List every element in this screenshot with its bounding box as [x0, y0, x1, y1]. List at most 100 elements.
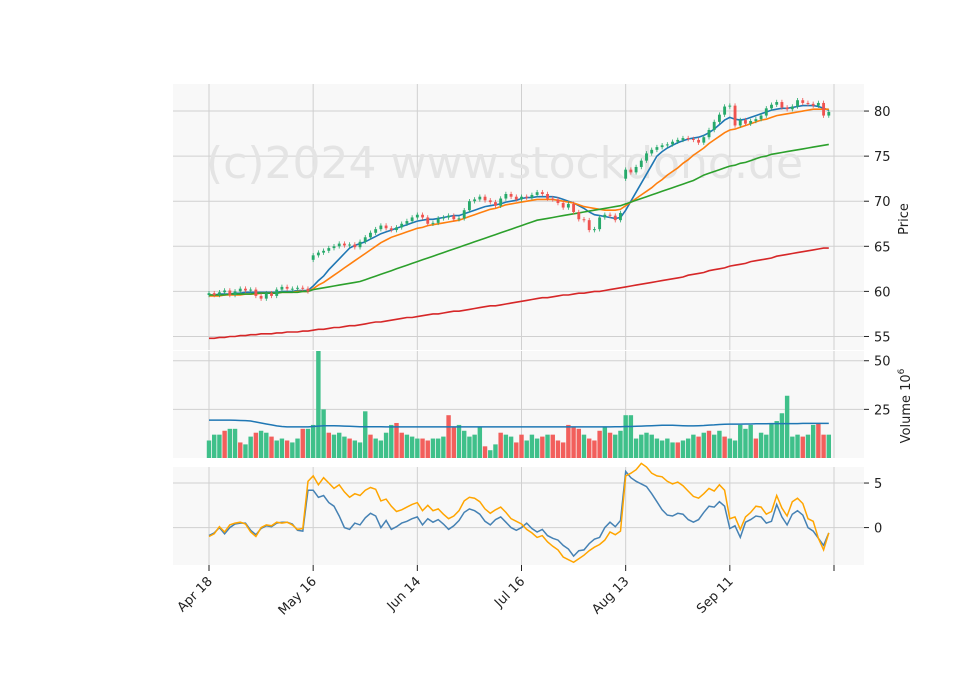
candle-body [676, 139, 680, 142]
candle-body [551, 198, 555, 200]
candle-body [342, 243, 346, 246]
volume-bar [784, 395, 790, 458]
candle-body [540, 192, 544, 195]
candle-body [686, 138, 690, 140]
candle-body [316, 252, 320, 256]
volume-bar [618, 430, 623, 458]
volume-bar [706, 430, 712, 458]
candle-body [483, 196, 487, 201]
price-panel [173, 84, 864, 350]
candle-body [665, 144, 669, 146]
volume-bar [696, 436, 701, 458]
volume-bar [810, 424, 816, 458]
candle-body [400, 223, 404, 228]
candle-body [259, 295, 263, 299]
volume-bar [743, 428, 748, 458]
volume-bar [243, 444, 248, 458]
volume-bar [534, 438, 540, 458]
volume-bar [357, 442, 363, 458]
candle-body [379, 225, 383, 230]
volume-bar [420, 438, 425, 458]
candle-body [441, 217, 445, 219]
candle-body [296, 287, 299, 289]
volume-bar [399, 432, 404, 458]
candle-body [327, 248, 331, 251]
candle-body [598, 217, 602, 230]
volume-bar [717, 430, 722, 458]
candle-body [504, 194, 508, 199]
volume-bar [748, 424, 753, 458]
candle-body [660, 145, 664, 148]
volume-bar [764, 434, 769, 458]
candle-body [775, 102, 779, 105]
volume-bar [826, 434, 832, 458]
volume-bar [269, 436, 274, 458]
volume-bar [649, 434, 654, 458]
candle-body [639, 160, 643, 167]
volume-bar [264, 432, 269, 458]
candle-body [514, 196, 518, 200]
volume-bar [441, 436, 446, 458]
candle-body [697, 139, 701, 143]
volume-bar [295, 438, 300, 458]
candle-body [337, 243, 341, 247]
candle-body [535, 192, 539, 195]
volume-bar [795, 434, 800, 458]
candle-body [285, 286, 289, 289]
volume-bar [446, 415, 451, 458]
y-tick-label: 0 [874, 522, 882, 537]
volume-bar [779, 413, 785, 458]
candle-body [645, 153, 648, 161]
volume-bar [389, 424, 394, 458]
volume-bar [217, 434, 222, 458]
indicator-panel [173, 467, 864, 565]
volume-bar [722, 436, 727, 458]
candle-body [275, 289, 279, 296]
volume-bar [738, 424, 743, 458]
volume-bar [451, 426, 457, 458]
volume-bar [493, 444, 498, 458]
volume-bar [456, 424, 462, 458]
volume-bar [425, 440, 430, 458]
candle-body [572, 203, 576, 213]
volume-bar [514, 442, 519, 458]
volume-bar [623, 415, 628, 458]
volume-bar [654, 438, 660, 458]
volume-bar [592, 440, 597, 458]
candle-body [827, 111, 831, 116]
volume-bar [300, 428, 305, 458]
volume-bar [321, 409, 326, 458]
candle-body [426, 217, 430, 224]
volume-bar [467, 436, 472, 458]
volume-bar [753, 438, 759, 458]
volume-bar [790, 436, 795, 458]
volume-bar [383, 432, 389, 458]
candle-body [608, 214, 612, 216]
candle-body [280, 286, 284, 290]
volume-bar [378, 440, 384, 458]
volume-bar [545, 434, 550, 458]
candle-body [801, 100, 805, 103]
candle-body [780, 102, 784, 108]
candle-body [348, 244, 352, 246]
candle-body [546, 194, 549, 199]
candle-body [478, 196, 482, 200]
volume-bar [482, 446, 488, 458]
candle-body [816, 102, 820, 106]
y-tick-label: 80 [874, 105, 891, 120]
candle-body [723, 106, 727, 115]
volume-bar [524, 440, 529, 458]
candle-body [629, 169, 633, 173]
candle-body [494, 202, 497, 206]
volume-bar [373, 438, 378, 458]
volume-bar [607, 432, 613, 458]
candle-body [619, 212, 622, 221]
volume-bar [206, 440, 212, 458]
candle-body [384, 225, 388, 229]
volume-bar [540, 436, 545, 458]
candle-body [244, 288, 247, 291]
volume-bar [409, 436, 415, 458]
volume-bar [566, 424, 571, 458]
candle-body [811, 103, 815, 106]
volume-bar [404, 434, 410, 458]
